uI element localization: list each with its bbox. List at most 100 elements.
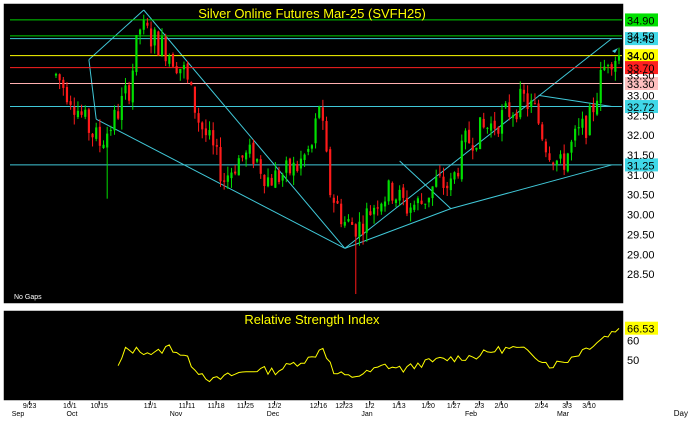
candle-body [208,130,211,136]
date-axis-tick: 1/13 [392,403,406,410]
rsi-axis-tick: 60 [627,336,639,348]
period-label: Day [674,409,688,418]
candle-body [617,55,621,61]
candle-body [588,105,591,136]
candle-body [128,85,131,101]
candle-body [146,22,149,26]
date-axis-tick: 3/10 [582,403,596,410]
candle-body [402,187,405,198]
candle-body [435,177,438,187]
price-axis-tick: 32.50 [627,110,655,122]
candle-body [486,127,489,129]
month-axis-label: Mar [557,411,570,418]
date-axis-tick: 9/23 [23,403,37,410]
price-level-label: 34.00 [627,51,655,63]
candle-body [80,111,83,115]
candle-body [347,219,350,222]
candle-body [376,207,379,209]
candle-body [164,36,167,62]
candle-body [157,31,160,56]
month-axis-label: Nov [170,411,183,418]
candle-body [69,101,72,105]
candle-body [296,164,299,172]
candle-body [548,153,551,161]
rsi-title: Relative Strength Index [244,312,380,327]
candle-body [519,88,522,118]
candle-body [380,203,383,212]
candle-body [149,28,153,47]
candle-body [336,200,339,204]
candle-body [325,121,328,152]
candle-body [398,189,401,201]
candle-body [245,152,248,160]
candle-body [171,53,175,67]
candle-body [438,174,441,176]
candle-body [318,106,321,118]
candle-body [76,110,80,118]
candle-body [475,147,478,150]
candle-body [340,203,343,225]
candle-body [281,175,284,181]
candle-body [358,221,361,238]
candle-body [500,110,504,134]
month-axis-label: Jan [361,411,372,418]
date-axis-tick: 1/27 [447,403,461,410]
candle-body [493,120,496,129]
price-axis-tick: 28.50 [627,269,655,281]
date-axis-tick: 12/23 [335,403,353,410]
rsi-line-layer: 66.53 [117,321,658,383]
candle-body [87,109,90,133]
trendline [143,9,346,249]
candle-body [478,117,482,150]
candle-body [592,104,595,113]
candle-body [442,176,445,188]
price-axis-tick: 34.00 [627,51,655,63]
price-level-tag [625,76,658,90]
candle-body [204,128,207,136]
candle-body [570,141,573,153]
date-axis-tick: 12/16 [310,403,328,410]
candle-body [610,64,613,70]
price-axis-tick: 33.50 [627,71,655,83]
month-axis-label: Dec [267,411,280,418]
date-axis-tick: 3/3 [562,403,572,410]
candle-body [307,148,310,152]
candle-body [508,102,511,117]
candle-body [332,197,335,203]
month-axis-label: Oct [67,411,78,418]
candle-body [292,162,295,176]
candle-body [343,221,346,226]
rsi-line [117,328,620,383]
rsi-panel [2,309,625,402]
candle-body [117,111,120,119]
date-axis-tick: 11/1 [144,403,157,410]
candle-body [354,224,357,237]
date-axis-tick: 12/2 [268,403,282,410]
trendline [88,9,145,61]
date-axis-tick: 1/2 [365,403,375,410]
candle-body [457,172,460,177]
candle-body [577,127,580,129]
candle-body [124,85,127,94]
candle-body [365,208,368,233]
trendline [538,94,612,108]
rsi-value-label: 66.53 [627,324,655,336]
candle-body [522,89,526,94]
candle-body [544,141,547,153]
candle-body [460,140,463,180]
chart-title: Silver Online Futures Mar-25 (SVFH25) [198,6,426,21]
candle-body [288,158,292,174]
price-axis-tick: 31.00 [627,170,655,182]
candle-body [266,177,270,187]
candle-body [446,185,449,189]
candle-body [285,160,288,173]
candle-body [409,207,412,213]
candle-body [489,123,493,131]
date-axis-tick: 11/18 [208,403,225,410]
candle-body [212,130,215,146]
candle-body [581,118,584,128]
candle-body [394,199,398,203]
candle-body [497,127,500,134]
